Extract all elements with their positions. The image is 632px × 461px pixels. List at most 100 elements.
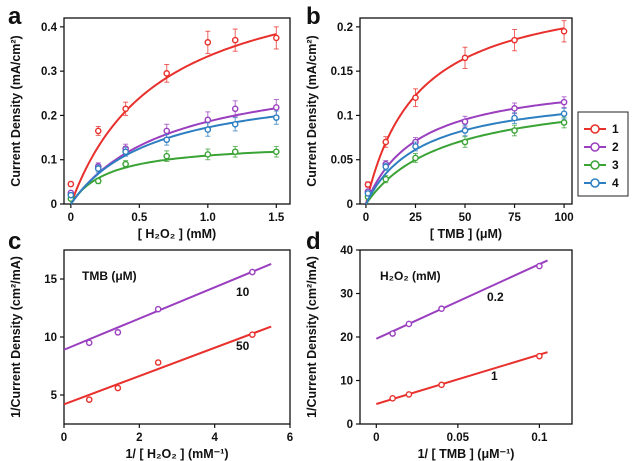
series-3-data-point [461,138,469,146]
series-2-data-point [511,105,518,112]
x-axis-title: 1/ [ TMB ] (μM⁻¹) [418,447,515,461]
x-tick-label: 0 [373,432,379,444]
series-4-data-point [204,126,212,133]
legend-entry: 4 [584,176,619,190]
y-tick-label: 0.2 [337,22,353,34]
series-10-data-point [85,339,93,347]
series-0.2-data-point [389,330,396,337]
x-tick-label: 0.1 [531,432,548,444]
legend-marker [590,142,600,152]
series-0.2-data-point [405,320,413,328]
legend-entry: 3 [584,158,619,172]
series-0.2-data-point [536,262,543,270]
series-3-data-point [163,152,171,160]
series-2-data-point [461,118,469,125]
series-10-fit-line [63,262,272,351]
series-50-fit-line [63,325,272,406]
series-1-data-point [438,381,445,389]
series-label: 10 [236,285,250,299]
series-1-data-point [122,105,129,113]
x-tick-label: 4 [211,432,218,444]
series-4-data-point [273,114,280,121]
y-axis-title: 1/Current Density (cm²/mA) [305,256,319,418]
series-1-data-point [204,39,212,46]
y-tick-label: 10 [44,332,57,344]
panel-letter-b: b [306,3,321,30]
y-tick-label: 0.4 [41,22,58,34]
x-axis-title: [ H₂O₂ ] (mM) [138,227,216,241]
series-1-data-point [511,36,518,44]
series-50-data-point [249,331,256,338]
legend-marker [590,178,600,188]
series-1-fit-line [376,351,548,405]
series-label: 1 [491,369,498,383]
x-tick-label: 0 [61,432,67,444]
x-tick-label: 0 [363,212,369,224]
legend-label: 1 [612,122,619,136]
x-tick-label: 0.05 [447,432,470,444]
legend-label: 4 [612,176,619,190]
y-tick-label: 20 [340,332,353,344]
series-2-data-point [273,104,280,111]
plot-frame [359,17,573,205]
series-4-data-point [67,191,75,199]
series-50-data-point [154,359,162,366]
series-4-data-point [122,148,129,156]
x-tick-label: 100 [554,212,573,224]
series-3-data-point [560,119,568,126]
x-tick-label: 75 [508,212,521,224]
series-10-data-point [249,268,256,276]
panel-letter-c: c [8,228,21,255]
legend-label: 2 [612,140,619,154]
series-4-data-point [382,163,390,171]
x-tick-label: 1.5 [268,212,285,224]
series-3-data-point [231,148,239,156]
y-tick-label: 5 [51,390,58,402]
x-tick-label: 0.5 [131,212,148,224]
series-3-data-point [511,127,518,134]
y-tick-label: 10 [340,376,353,388]
y-tick-label: 40 [340,245,353,257]
series-4-data-point [560,110,568,117]
series-4-fit-curve [70,115,277,205]
series-1-data-point [461,54,469,62]
panel-letter-d: d [306,228,321,255]
x-tick-label: 6 [287,432,293,444]
series-4-data-point [94,165,102,172]
legend-marker [590,124,600,134]
series-1-data-point [273,34,280,42]
series-1-data-point [412,94,419,102]
series-4-data-point [461,127,469,134]
legend-label: 3 [612,158,619,172]
series-1-data-point [163,70,171,77]
series-4-data-point [231,120,239,128]
y-tick-label: 30 [340,289,353,301]
annotation-title: TMB (μM) [82,269,137,283]
chart-panel-d: 0 0.05 0.1 0 10 20 30 40 1/ [ TMB ] (μM⁻¹) 1/Curr… [305,245,573,461]
series-3-fit-curve [70,150,277,205]
series-0.2-data-point [438,305,445,313]
series-4-data-point [364,190,372,197]
series-1-data-point [231,36,239,44]
series-0.2-fit-line [375,259,548,340]
series-1-data-point [405,391,413,398]
y-tick-label: 0 [347,419,353,431]
series-50-data-point [114,384,122,392]
legend: 1 2 3 4 [577,111,629,197]
annotation-title: H₂O₂ (mM) [380,269,441,283]
legend-entry: 2 [584,140,619,154]
series-1-data-point [382,138,390,146]
series-2-data-point [231,105,239,113]
plot-frame [63,17,291,205]
panel-letter-a: a [8,3,22,30]
y-tick-label: 0.3 [41,66,57,78]
y-axis-title: 1/Current Density (cm²/mA) [9,256,23,418]
y-tick-label: 0.15 [331,66,354,78]
series-1-data-point [389,395,396,402]
series-1-fit-curve [69,33,277,205]
x-tick-label: 2 [136,432,142,444]
series-10-data-point [154,305,162,313]
series-10-data-point [114,329,122,336]
series-4-data-point [412,143,419,150]
